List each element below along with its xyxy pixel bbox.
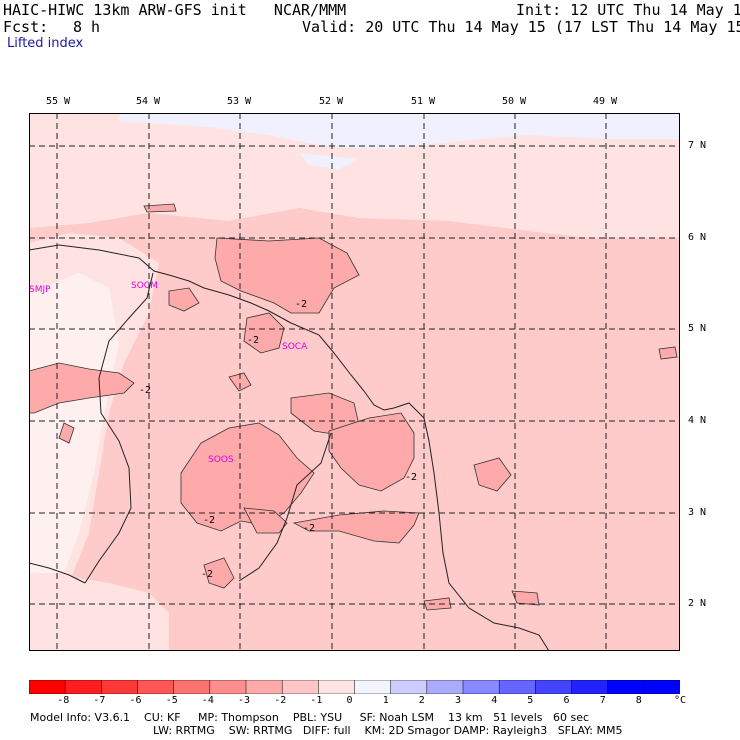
stable-region-north xyxy=(119,113,680,149)
stable-patch xyxy=(299,153,359,169)
lifted-index-map: SMJP SOCM SOCA SOOS -2 -2 -2 -2 -2 -2 -2 xyxy=(29,113,680,651)
colorbar-tick-label: -3 xyxy=(238,695,251,706)
colorbar-swatch xyxy=(318,680,356,694)
colorbar-tick-label: 5 xyxy=(527,695,534,706)
unstable-cell xyxy=(203,557,235,589)
border-french-guiana xyxy=(238,432,332,582)
colorbar-tick-label: 4 xyxy=(491,695,498,706)
model-info-line-2: LW: RRTMG SW: RRTMG DIFF: full KM: 2D Sm… xyxy=(153,724,623,737)
unstable-cell xyxy=(228,372,252,392)
colorbar-swatch xyxy=(101,680,139,694)
model-title: HAIC-HIWC 13km ARW-GFS init NCAR/MMM xyxy=(3,1,347,19)
pale-region-west xyxy=(29,273,119,573)
border-south xyxy=(29,562,86,584)
unstable-cell-east xyxy=(328,412,415,492)
contour-label: -2 xyxy=(139,385,151,396)
colorbar-swatch xyxy=(281,680,320,694)
colorbar-swatch xyxy=(173,680,211,694)
unstable-cell xyxy=(243,312,285,354)
contour-label: -2 xyxy=(295,299,307,310)
colorbar-swatch xyxy=(607,680,645,694)
lon-label: 51 W xyxy=(411,96,436,107)
colorbar-swatch xyxy=(498,680,537,694)
contour-label: -2 xyxy=(247,335,259,346)
unstable-cell xyxy=(168,287,200,312)
forecast-hour: 8 h xyxy=(73,18,101,36)
light-region-southwest xyxy=(29,573,169,651)
lon-label: 50 W xyxy=(502,96,527,107)
colorbar-swatch xyxy=(245,680,283,694)
contour-label: -2 xyxy=(201,569,213,580)
coastline xyxy=(29,244,550,651)
light-region-north xyxy=(29,113,680,238)
contour-label: -2 xyxy=(303,523,315,534)
lon-label: 54 W xyxy=(136,96,161,107)
colorbar-tick-label: -1 xyxy=(310,695,323,706)
lat-label: 7 N xyxy=(688,140,707,151)
colorbar-tick-label: -6 xyxy=(129,695,142,706)
init-time: Init: 12 UTC Thu 14 May 15 xyxy=(516,1,740,19)
colorbar-tick-label: -7 xyxy=(93,695,106,706)
colorbar-tick-label: 2 xyxy=(418,695,425,706)
colorbar-swatch xyxy=(137,680,175,694)
field-name: Lifted index xyxy=(7,36,84,51)
graticule xyxy=(29,113,680,651)
colorbar-tick-label: -4 xyxy=(201,695,214,706)
colorbar-swatch xyxy=(571,680,609,694)
station-label: SOCM xyxy=(131,281,158,291)
model-info-line-1: Model Info: V3.6.1 CU: KF MP: Thompson P… xyxy=(30,711,590,724)
colorbar-swatch xyxy=(390,680,428,694)
colorbar-tick-label: -2 xyxy=(274,695,287,706)
map-frame xyxy=(29,113,680,651)
colorbar-swatch xyxy=(64,680,103,694)
colorbar-tick-label: -8 xyxy=(57,695,70,706)
unstable-cell xyxy=(658,346,678,360)
unstable-cell xyxy=(58,422,75,444)
unstable-cell xyxy=(473,457,512,492)
colorbar-tick-label: 6 xyxy=(563,695,570,706)
lat-label: 3 N xyxy=(688,507,707,518)
colorbar-tick-label: -5 xyxy=(165,695,178,706)
lat-label: 4 N xyxy=(688,415,707,426)
station-label: SMJP xyxy=(29,285,51,295)
colorbar-tick-label: 7 xyxy=(599,695,606,706)
colorbar-tick-label: 0 xyxy=(346,695,353,706)
valid-time: Valid: 20 UTC Thu 14 May 15 (17 LST Thu … xyxy=(302,18,740,36)
colorbar-swatch xyxy=(535,680,573,694)
lon-label: 53 W xyxy=(227,96,252,107)
colorbar-tick-label: 1 xyxy=(382,695,389,706)
colorbar xyxy=(29,680,680,694)
colorbar-tick-label: 3 xyxy=(455,695,462,706)
colorbar-swatch xyxy=(462,680,500,694)
unstable-cell-west xyxy=(29,362,135,414)
forecast-label: Fcst: xyxy=(3,18,49,36)
unstable-cell xyxy=(423,597,452,611)
colorbar-unit: °C xyxy=(674,695,687,706)
lon-label: 52 W xyxy=(319,96,344,107)
lat-label: 6 N xyxy=(688,232,707,243)
contour-label: -2 xyxy=(203,515,215,526)
station-label: SOOS xyxy=(208,455,234,465)
lon-label: 55 W xyxy=(46,96,71,107)
colorbar-swatch xyxy=(209,680,247,694)
station-label: SOCA xyxy=(282,342,308,352)
unstable-cell xyxy=(143,203,177,213)
colorbar-swatch xyxy=(354,680,392,694)
lat-label: 5 N xyxy=(688,323,707,334)
lat-label: 2 N xyxy=(688,598,707,609)
colorbar-tick-label: 8 xyxy=(635,695,642,706)
colorbar-swatch xyxy=(643,680,680,694)
lon-label: 49 W xyxy=(593,96,618,107)
colorbar-swatch xyxy=(29,680,66,694)
border-suriname xyxy=(84,272,154,584)
contour-label: -2 xyxy=(405,472,417,483)
colorbar-swatch xyxy=(426,680,464,694)
